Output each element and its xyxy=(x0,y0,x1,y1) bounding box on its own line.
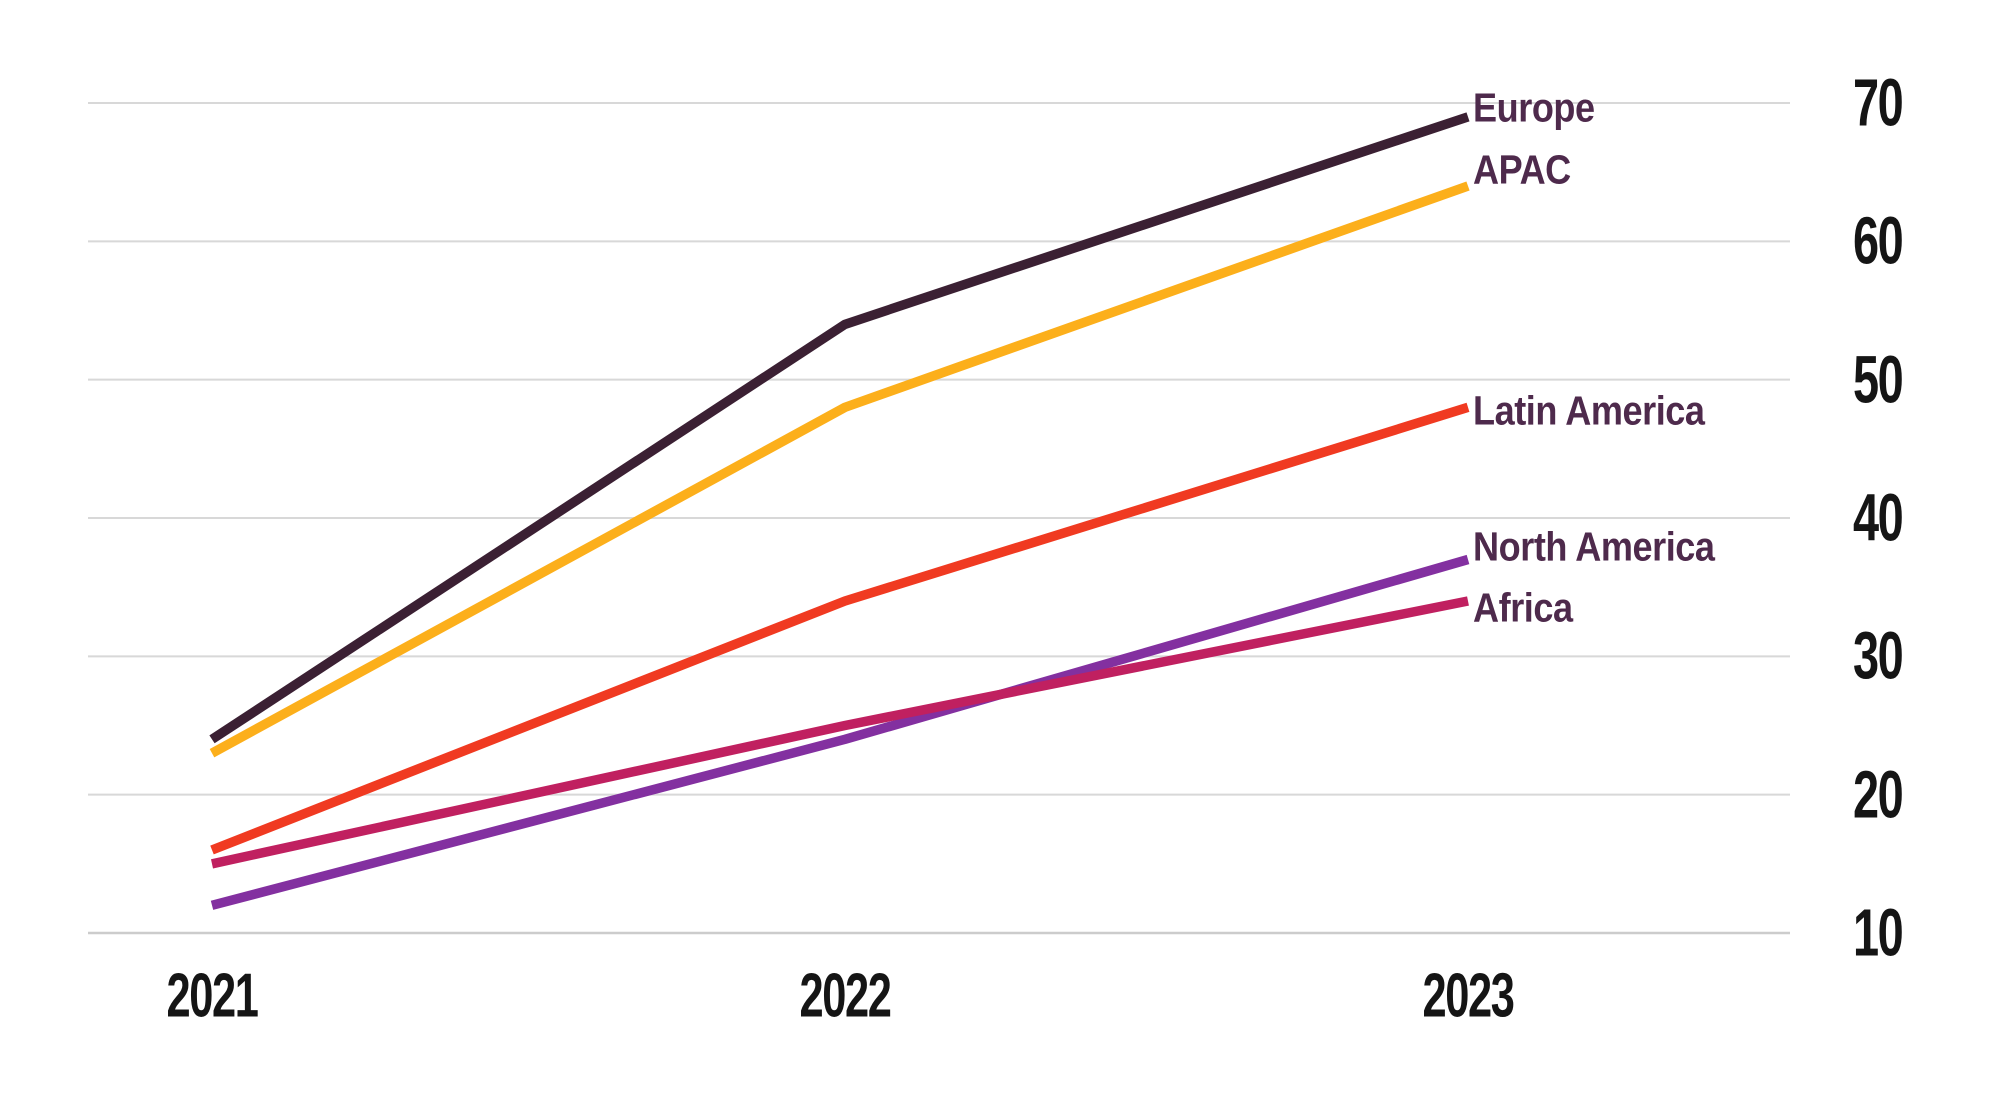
y-tick-label-30: 30 xyxy=(1853,618,1904,694)
y-tick-label-10: 10 xyxy=(1853,895,1904,971)
gridlines-group xyxy=(88,102,1790,935)
series-line-apac xyxy=(209,181,1470,758)
series-line-africa xyxy=(210,596,1469,869)
series-label-north-america: North America xyxy=(1473,523,1715,569)
series-label-apac: APAC xyxy=(1473,146,1571,193)
x-tick-label-2021: 2021 xyxy=(166,961,259,1031)
y-tick-label-20: 20 xyxy=(1853,757,1904,833)
series-line-north-america xyxy=(210,554,1470,910)
y-tick-label-70: 70 xyxy=(1853,65,1904,141)
series-label-latin-america: Latin America xyxy=(1473,387,1705,434)
series-line-europe xyxy=(209,112,1470,744)
series-line-latin-america xyxy=(210,402,1470,855)
x-tick-label-2023: 2023 xyxy=(1422,961,1515,1031)
y-tick-label-50: 50 xyxy=(1853,342,1904,418)
series-label-europe: Europe xyxy=(1473,84,1595,131)
series-label-africa: Africa xyxy=(1473,584,1573,631)
series-lines-group xyxy=(209,112,1470,910)
x-tick-label-2022: 2022 xyxy=(799,961,892,1031)
y-tick-label-60: 60 xyxy=(1853,203,1904,279)
y-tick-label-40: 40 xyxy=(1853,480,1904,556)
